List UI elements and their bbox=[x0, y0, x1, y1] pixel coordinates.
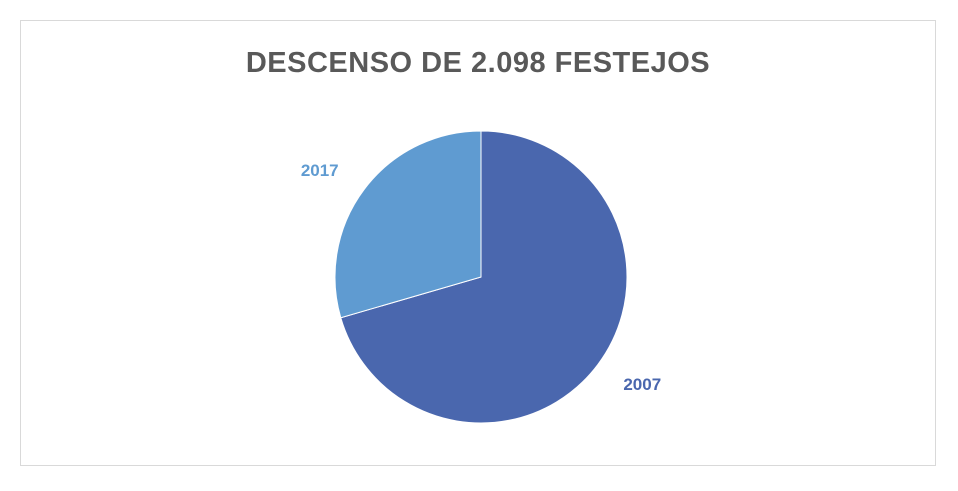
pie-label-2017: 2017 bbox=[301, 161, 339, 180]
pie-slices bbox=[334, 130, 628, 424]
pie-slice-2017 bbox=[334, 130, 482, 319]
pie-label-2007: 2007 bbox=[623, 375, 661, 394]
chart-area: DESCENSO DE 2.098 FESTEJOS 2007 2017 bbox=[20, 20, 936, 466]
pie-slice-2007 bbox=[340, 130, 628, 424]
chart-title: DESCENSO DE 2.098 FESTEJOS bbox=[245, 47, 711, 79]
pie-labels: 2007 2017 bbox=[301, 161, 661, 394]
pie-chart: 2007 2017 bbox=[301, 130, 661, 424]
